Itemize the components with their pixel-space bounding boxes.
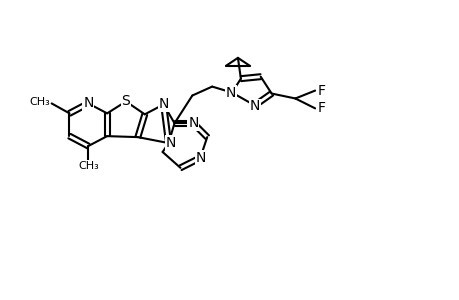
Text: CH₃: CH₃ [29,98,50,107]
Text: N: N [83,96,93,110]
Text: N: N [249,99,259,113]
Text: N: N [196,151,206,165]
Text: N: N [165,136,175,150]
Text: S: S [121,94,130,109]
Text: CH₃: CH₃ [78,161,99,171]
Text: N: N [188,116,198,130]
Text: N: N [225,85,235,100]
Text: F: F [317,84,325,98]
Text: F: F [317,101,325,116]
Text: N: N [158,98,168,111]
